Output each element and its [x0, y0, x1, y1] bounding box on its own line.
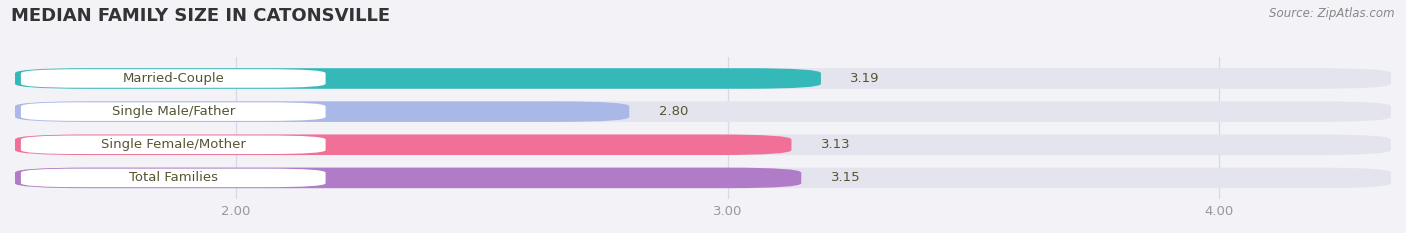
FancyBboxPatch shape — [15, 101, 1391, 122]
Text: Single Male/Father: Single Male/Father — [111, 105, 235, 118]
Text: 3.15: 3.15 — [831, 171, 860, 184]
FancyBboxPatch shape — [15, 68, 821, 89]
Text: 3.19: 3.19 — [851, 72, 880, 85]
FancyBboxPatch shape — [21, 169, 326, 187]
Text: Total Families: Total Families — [129, 171, 218, 184]
Text: Married-Couple: Married-Couple — [122, 72, 224, 85]
FancyBboxPatch shape — [15, 101, 630, 122]
Text: Source: ZipAtlas.com: Source: ZipAtlas.com — [1270, 7, 1395, 20]
Text: 3.13: 3.13 — [821, 138, 851, 151]
FancyBboxPatch shape — [21, 102, 326, 121]
Text: MEDIAN FAMILY SIZE IN CATONSVILLE: MEDIAN FAMILY SIZE IN CATONSVILLE — [11, 7, 391, 25]
FancyBboxPatch shape — [15, 68, 1391, 89]
Text: Single Female/Mother: Single Female/Mother — [101, 138, 246, 151]
FancyBboxPatch shape — [21, 69, 326, 88]
FancyBboxPatch shape — [15, 134, 1391, 155]
FancyBboxPatch shape — [15, 134, 792, 155]
FancyBboxPatch shape — [15, 168, 1391, 188]
FancyBboxPatch shape — [15, 168, 801, 188]
FancyBboxPatch shape — [21, 135, 326, 154]
Text: 2.80: 2.80 — [659, 105, 688, 118]
